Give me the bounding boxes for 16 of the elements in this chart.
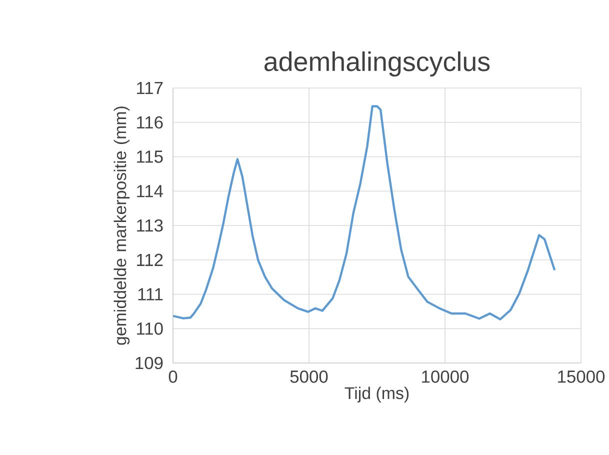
x-tick-label: 5000	[290, 370, 328, 383]
y-tick-label: 109	[136, 356, 163, 370]
y-tick-label: 111	[138, 288, 163, 300]
y-tick-label: 113	[137, 219, 163, 232]
x-axis-title: Tijd (ms)	[344, 386, 409, 402]
y-tick-label: 117	[137, 82, 163, 94]
x-tick-label: 0	[168, 370, 178, 383]
y-tick-label: 115	[137, 150, 163, 163]
y-tick-label: 110	[137, 322, 163, 335]
y-axis-title: gemiddelde markerpositie (mm)	[114, 106, 130, 345]
chart-title: ademhalingscyclus	[264, 51, 490, 77]
y-tick-label: 116	[137, 116, 163, 129]
x-tick-label: 10000	[422, 370, 469, 383]
y-tick-label: 112	[137, 254, 163, 266]
y-tick-label: 114	[137, 185, 163, 198]
x-tick-label: 15000	[558, 370, 605, 383]
